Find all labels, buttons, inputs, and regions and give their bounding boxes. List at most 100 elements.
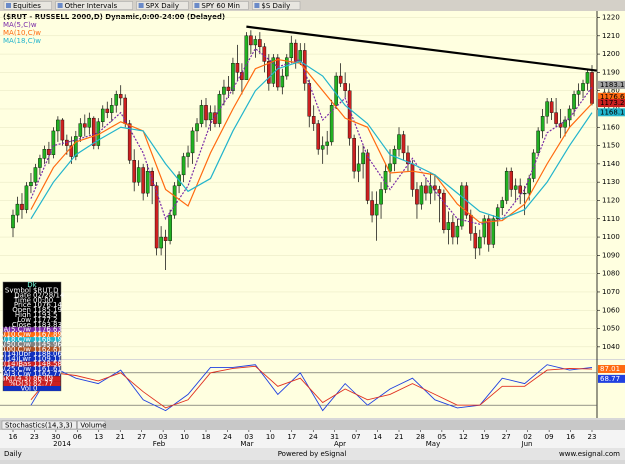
footer-right[interactable]: www.esignal.com [559, 450, 620, 458]
y-tick-label: 1120 [602, 196, 620, 204]
x-tick-label: 23 [30, 433, 39, 441]
candle-body [428, 185, 433, 194]
candle-body [473, 233, 478, 249]
x-tick-label: 03 [159, 433, 168, 441]
candle-body [159, 236, 163, 249]
data-window-value: 1176.63 [33, 326, 62, 334]
x-tick-label: 30 [51, 433, 60, 441]
date-axis [0, 430, 625, 448]
candle-body [352, 138, 356, 172]
candle-body [401, 134, 406, 154]
toolbar-icon[interactable] [194, 3, 200, 8]
toolbar-label[interactable]: SPX Daily [146, 2, 179, 10]
stoch-flag-label: 87.01 [600, 365, 620, 373]
x-tick-label: 21 [116, 433, 125, 441]
toolbar-button[interactable] [55, 1, 133, 10]
toolbar-button[interactable] [252, 1, 301, 10]
x-tick-label: 10 [180, 433, 189, 441]
stoch-pane [0, 360, 625, 418]
y-tick-label: 1110 [602, 215, 620, 223]
data-window-value: 02/28/14 [33, 291, 65, 299]
candle-body [374, 203, 379, 216]
candle-body [581, 83, 585, 91]
candle-body [549, 101, 554, 113]
toolbar-button[interactable] [192, 1, 249, 10]
x-tick-label: 21 [395, 433, 404, 441]
candle-body [338, 75, 343, 84]
candle-body [204, 105, 208, 121]
candle-body [253, 39, 258, 46]
price-flag [598, 108, 625, 117]
y-tick-label: 1060 [602, 306, 620, 314]
candle-body [181, 156, 186, 176]
data-window-value: 1161.61 [33, 365, 62, 373]
candle-body [442, 192, 446, 230]
toolbar-icon[interactable] [254, 3, 260, 8]
data-window-label: MA(3,C)w [0, 370, 31, 378]
data-window-row [3, 386, 61, 391]
candle-body [74, 136, 78, 157]
candle-body [567, 108, 572, 121]
data-window-value: 1193.5 [33, 311, 58, 319]
data-window-label: Symbol [5, 286, 31, 294]
x-tick-label: 16 [9, 433, 18, 441]
candle-body [132, 160, 136, 183]
tab-bar [0, 420, 625, 430]
data-window-row [3, 356, 61, 362]
toolbar-button[interactable] [3, 1, 52, 10]
toolbar-button[interactable] [136, 1, 189, 10]
data-window-row [3, 371, 61, 377]
footer-left[interactable]: Daily [4, 450, 22, 458]
month-label: Apr [334, 440, 346, 448]
data-window-value: 1076.14 [33, 301, 62, 309]
candle-body [249, 35, 253, 46]
data-window-row [3, 302, 61, 308]
candle-body [222, 86, 226, 95]
candle-body [244, 35, 249, 80]
tab-label[interactable]: Volume [80, 422, 106, 430]
data-window-row [3, 346, 61, 352]
candle-body [311, 116, 316, 124]
tab[interactable] [1, 420, 77, 430]
y-tick-label: 1220 [602, 13, 620, 21]
tab[interactable] [77, 420, 106, 430]
tab-label[interactable]: Stochastics(14,3,3) [5, 422, 73, 430]
data-window-label: High [15, 311, 31, 319]
candle-body [293, 42, 298, 62]
candle-body [38, 158, 42, 168]
y-tick-label: 1130 [602, 178, 620, 186]
candle-body [109, 105, 114, 113]
data-window-label: MA(50,C)w [0, 340, 31, 348]
y-tick-label: 1080 [602, 270, 620, 278]
data-window-value: 1162.61 [33, 345, 62, 353]
y-tick-label: 1150 [602, 142, 620, 150]
stochastic-line [30, 364, 593, 412]
toolbar-label[interactable]: Other Intervals [65, 2, 118, 10]
data-window-row [3, 327, 61, 333]
toolbar-label[interactable]: SPY 60 Min [201, 2, 240, 10]
candle-body [540, 116, 545, 132]
toolbar-label[interactable]: Equities [13, 2, 41, 10]
price-flag-label: 1168.19 [600, 108, 625, 116]
data-window-row [3, 297, 61, 303]
candle-body [280, 75, 285, 88]
x-tick-label: 02 [523, 433, 532, 441]
candle-body [289, 42, 294, 58]
toolbar-label[interactable]: $S Daily [261, 2, 290, 10]
toolbar-icon[interactable] [6, 3, 11, 8]
data-window-row [3, 351, 61, 357]
toolbar-icon[interactable] [57, 3, 63, 8]
toolbar-icon[interactable] [138, 3, 144, 8]
toolbar [0, 0, 625, 11]
x-tick-label: 19 [480, 433, 489, 441]
candle-body [163, 236, 168, 241]
x-tick-label: 10 [266, 433, 275, 441]
candle-body [554, 112, 558, 124]
candle-body [495, 207, 500, 219]
candle-body [69, 145, 74, 157]
candle-body [576, 90, 581, 95]
x-tick-label: 12 [459, 433, 468, 441]
data-window-row [3, 317, 61, 323]
candle-body [500, 200, 505, 208]
trendline [246, 25, 597, 72]
